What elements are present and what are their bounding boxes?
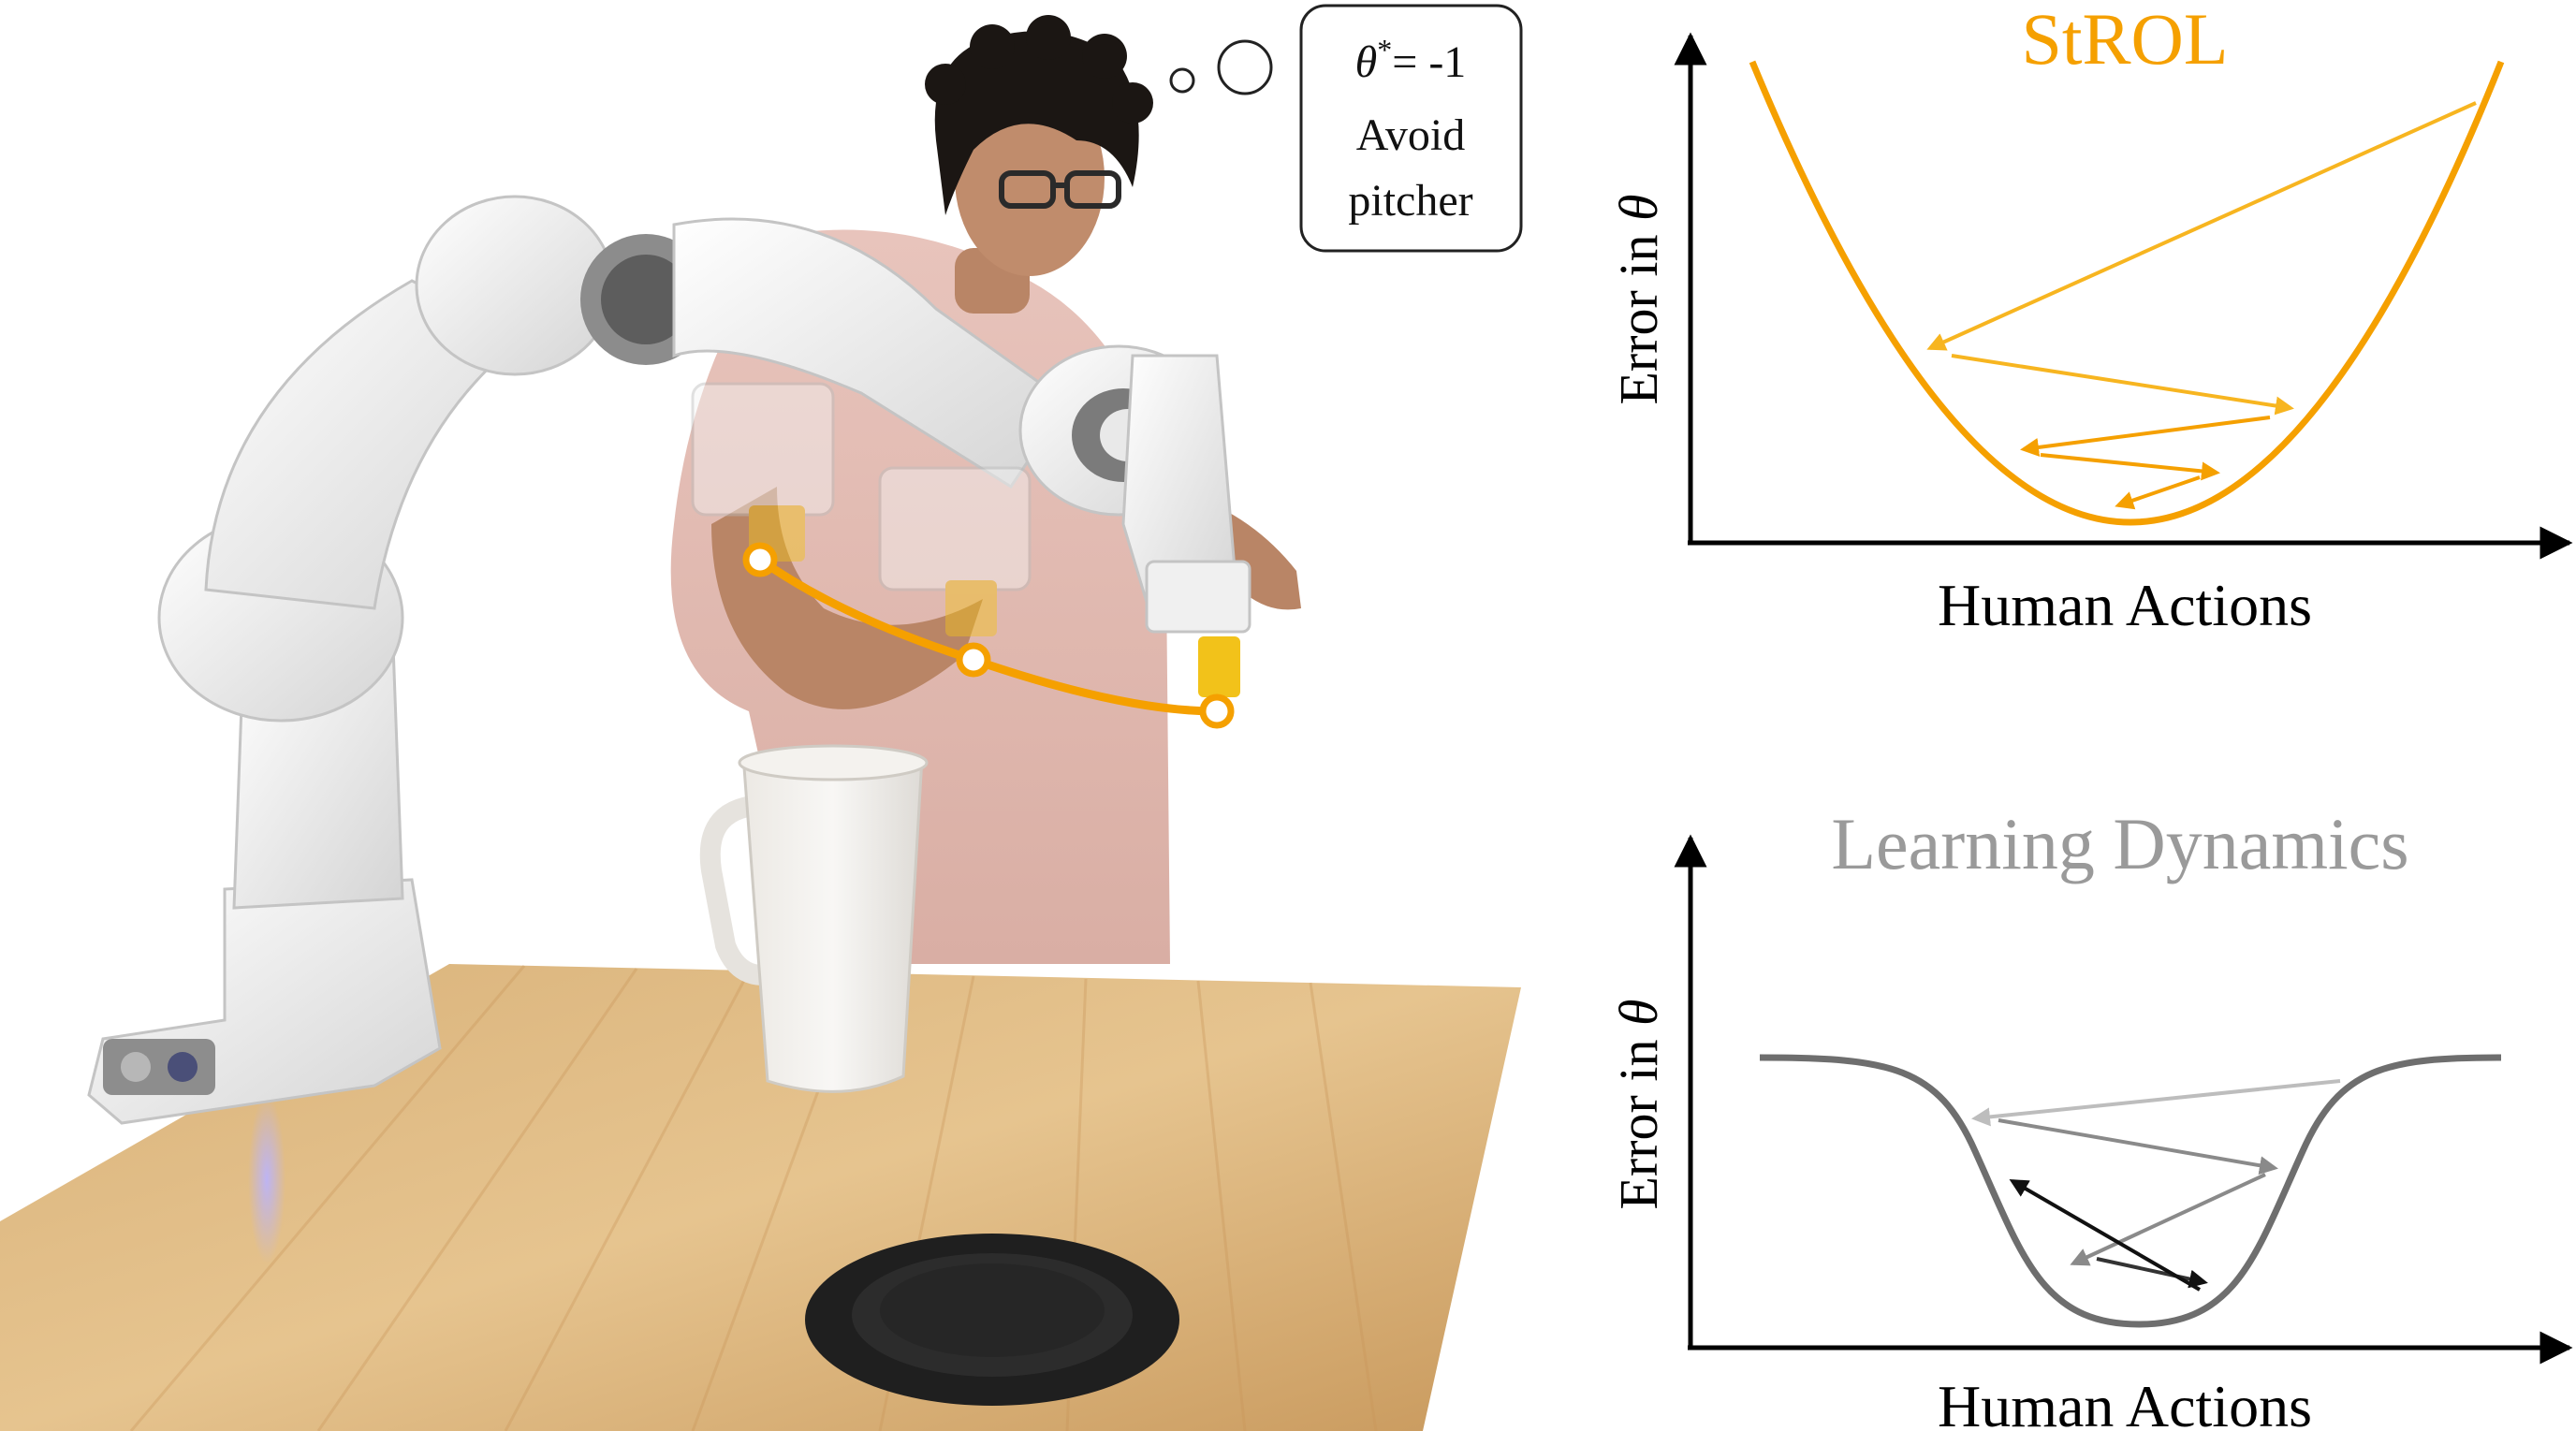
panel-strol-xlabel: Human Actions [1938,572,2312,638]
panel-ld-xlabel: Human Actions [1938,1373,2312,1431]
panel-ld-update-arrows [1971,1079,2341,1292]
person-hair [934,31,1139,216]
pitcher-handle [699,795,780,986]
panel-ld-ylabel: Error in θ [1608,1000,1669,1210]
person-left-arm [711,487,983,709]
panel-strol-error-curve [1749,60,2505,526]
gripper-finger [1198,636,1240,697]
thought-box [1299,4,1523,253]
strol-arrow [1926,101,2477,351]
panel-learning-dynamics: Learning Dynamics Error in θ Human Actio… [1608,803,2573,1431]
thought-bubble: θ*= -1 Avoid pitcher [1169,4,1523,253]
ghost-gripper-poses [691,382,1032,636]
panel-ld-title: Learning Dynamics [1831,803,2408,884]
pitcher-body [742,756,924,1093]
strol-arrow [2040,453,2220,481]
trajectory-waypoint [956,642,991,678]
robot-base-connectors [103,1039,215,1095]
theta-value: = -1 [1392,37,1466,87]
thought-line-3: pitcher [1348,176,1472,226]
thought-line-1: θ*= -1 [1355,33,1467,87]
robot-upper-link [204,279,527,610]
table-wood-grain [129,965,1378,1431]
thought-line-2: Avoid [1356,110,1465,160]
robot-arm [87,195,1251,1125]
trajectory-waypoint [742,542,778,577]
theta-star: * [1377,33,1392,66]
thought-dot-small [1169,67,1195,94]
trajectory-waypoint [1199,694,1235,729]
panel-strol-title: StROL [2021,0,2228,80]
black-plate [805,1234,1179,1406]
ld-arrow [1998,1118,2278,1175]
panel-strol: StROL Error in θ Human Actions [1608,0,2573,638]
strol-arrow [2020,416,2271,457]
demonstrated-trajectory [742,542,1235,729]
panel-strol-update-arrows [1926,101,2477,510]
panel-strol-ylabel: Error in θ [1608,195,1669,405]
person-glasses [999,170,1121,209]
strol-arrow [1951,354,2294,416]
robot-gripper [1145,560,1251,634]
panel-ld-error-curve [1759,1054,2502,1328]
ld-arrow [2070,1173,2266,1266]
pitcher [699,744,929,1093]
theta-symbol: θ [1355,37,1378,87]
scene-photo: θ*= -1 Avoid pitcher [0,4,1523,1431]
thought-dot-large [1217,39,1273,95]
ld-arrow [2096,1257,2208,1289]
strol-arrow [2115,475,2201,510]
ld-arrow [1971,1079,2341,1127]
robot-forearm [672,217,1070,489]
base-light-glow [248,1095,285,1263]
ld-arrow [2009,1178,2202,1292]
